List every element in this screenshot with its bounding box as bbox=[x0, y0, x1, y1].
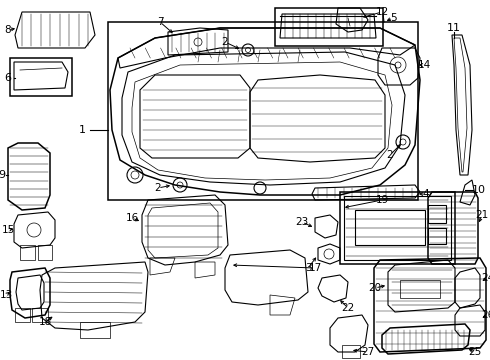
Text: 3: 3 bbox=[305, 263, 311, 273]
Text: 5: 5 bbox=[390, 13, 396, 23]
Text: 27: 27 bbox=[362, 347, 375, 357]
Text: 9: 9 bbox=[0, 170, 5, 180]
Bar bbox=[108, 22, 418, 200]
Text: 11: 11 bbox=[447, 23, 461, 33]
Text: 17: 17 bbox=[308, 263, 321, 273]
Text: 15: 15 bbox=[1, 225, 15, 235]
Text: 2: 2 bbox=[155, 183, 161, 193]
Text: 24: 24 bbox=[481, 273, 490, 283]
Text: 6: 6 bbox=[4, 73, 11, 83]
Text: 21: 21 bbox=[475, 210, 489, 220]
Bar bbox=[400, 280, 440, 298]
Text: 8: 8 bbox=[5, 25, 11, 35]
Bar bbox=[355, 210, 425, 245]
Text: 23: 23 bbox=[295, 217, 309, 227]
Text: 10: 10 bbox=[472, 185, 486, 195]
Text: 18: 18 bbox=[38, 317, 51, 327]
Text: 13: 13 bbox=[0, 290, 13, 300]
Text: 1: 1 bbox=[78, 125, 85, 135]
Bar bbox=[428, 228, 446, 244]
Text: 22: 22 bbox=[342, 303, 355, 313]
Bar bbox=[10, 58, 72, 96]
Bar bbox=[340, 192, 455, 264]
Bar bbox=[344, 196, 451, 260]
Text: 14: 14 bbox=[417, 60, 431, 70]
Text: 7: 7 bbox=[157, 17, 163, 27]
Text: 20: 20 bbox=[368, 283, 382, 293]
Bar bbox=[275, 8, 383, 46]
Text: 26: 26 bbox=[481, 310, 490, 320]
Text: 4: 4 bbox=[423, 189, 429, 199]
Text: 12: 12 bbox=[375, 7, 389, 17]
Text: 16: 16 bbox=[125, 213, 139, 223]
Text: 25: 25 bbox=[468, 347, 482, 357]
Text: 2: 2 bbox=[387, 150, 393, 160]
Text: 19: 19 bbox=[375, 195, 389, 205]
Text: 2: 2 bbox=[221, 37, 228, 47]
Bar bbox=[428, 205, 446, 223]
